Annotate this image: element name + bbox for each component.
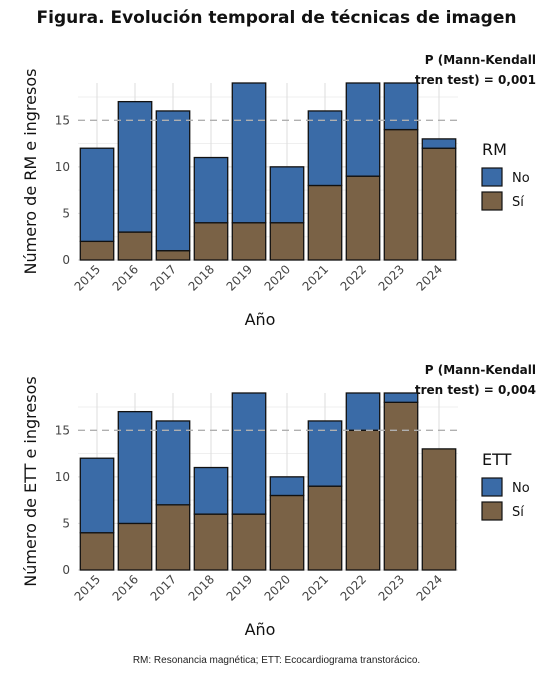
bar-si-2015 [79,532,115,571]
x-tick-label: 2016 [110,572,141,603]
bar-no-2020 [269,166,305,224]
x-tick-label: 2020 [262,262,293,293]
legend-title: ETT [482,450,512,469]
legend-swatch-no [481,477,503,497]
bar-si-2019 [231,513,267,571]
bar-no-2015 [79,457,115,534]
x-tick-label: 2019 [224,572,255,603]
bar-si-2019 [231,222,267,261]
x-tick-label: 2022 [338,572,369,603]
bar-no-2019 [231,392,267,515]
bar-si-2022 [345,175,381,261]
y-tick-label: 15 [55,423,70,437]
x-tick-label: 2017 [148,262,179,293]
mann-kendall-annotation: P (Mann-Kendall [425,363,536,377]
bar-si-2020 [269,494,305,571]
legend-title: RM [482,140,507,159]
bar-no-2018 [193,156,229,224]
x-tick-label: 2018 [186,572,217,603]
bar-si-2021 [307,184,343,261]
bar-si-2017 [155,504,191,571]
bar-no-2020 [269,476,305,497]
bar-no-2017 [155,110,191,252]
figure-title: Figura. Evolución temporal de técnicas d… [36,8,517,28]
y-tick-label: 5 [62,516,70,530]
bar-si-2017 [155,250,191,261]
y-axis-title: Número de ETT e ingresos [21,376,40,586]
mann-kendall-annotation: tren test) = 0,004 [415,383,536,397]
mann-kendall-annotation: P (Mann-Kendall [425,53,536,67]
legend-swatch-no [481,167,503,187]
bar-no-2018 [193,466,229,515]
x-tick-label: 2015 [72,262,103,293]
y-tick-label: 15 [55,113,70,127]
bar-si-2023 [383,128,419,261]
legend-swatch-si [481,191,503,211]
x-tick-label: 2019 [224,262,255,293]
bar-si-2016 [117,522,153,571]
legend-label: Sí [512,505,524,520]
bar-si-2020 [269,222,305,261]
bar-no-2023 [383,392,419,403]
legend-label: No [512,481,530,496]
bar-si-2024 [421,448,457,571]
bar-no-2024 [421,138,457,149]
footnote: RM: Resonancia magnética; ETT: Ecocardio… [132,655,421,666]
y-tick-label: 10 [55,160,70,174]
x-tick-label: 2015 [72,572,103,603]
bar-si-2018 [193,222,229,261]
x-tick-label: 2023 [376,572,407,603]
x-tick-label: 2018 [186,262,217,293]
bar-no-2015 [79,147,115,243]
x-tick-label: 2024 [414,262,445,293]
bar-no-2016 [117,410,153,525]
x-tick-label: 2023 [376,262,407,293]
x-tick-label: 2017 [148,572,179,603]
bar-si-2016 [117,231,153,261]
y-tick-label: 0 [62,563,70,577]
y-tick-label: 10 [55,470,70,484]
bar-no-2022 [345,392,381,431]
legend-label: No [512,171,530,186]
y-tick-label: 5 [62,206,70,220]
bar-si-2023 [383,401,419,571]
y-tick-label: 0 [62,253,70,267]
bar-si-2021 [307,485,343,571]
bar-no-2023 [383,82,419,131]
y-axis-title: Número de RM e ingresos [21,69,40,275]
bar-no-2016 [117,100,153,233]
bar-si-2024 [421,147,457,261]
bar-no-2021 [307,110,343,187]
bar-si-2022 [345,429,381,571]
legend-swatch-si [481,501,503,521]
mann-kendall-annotation: tren test) = 0,001 [415,73,536,87]
bar-no-2022 [345,82,381,177]
bar-si-2015 [79,240,115,261]
x-tick-label: 2024 [414,572,445,603]
bar-no-2021 [307,420,343,487]
bar-no-2019 [231,82,267,224]
bar-no-2017 [155,420,191,506]
x-axis-title: Año [245,620,276,639]
legend-label: Sí [512,195,524,210]
x-tick-label: 2022 [338,262,369,293]
x-tick-label: 2021 [300,572,331,603]
x-tick-label: 2016 [110,262,141,293]
x-tick-label: 2021 [300,262,331,293]
x-axis-title: Año [245,310,276,329]
x-tick-label: 2020 [262,572,293,603]
bar-si-2018 [193,513,229,571]
